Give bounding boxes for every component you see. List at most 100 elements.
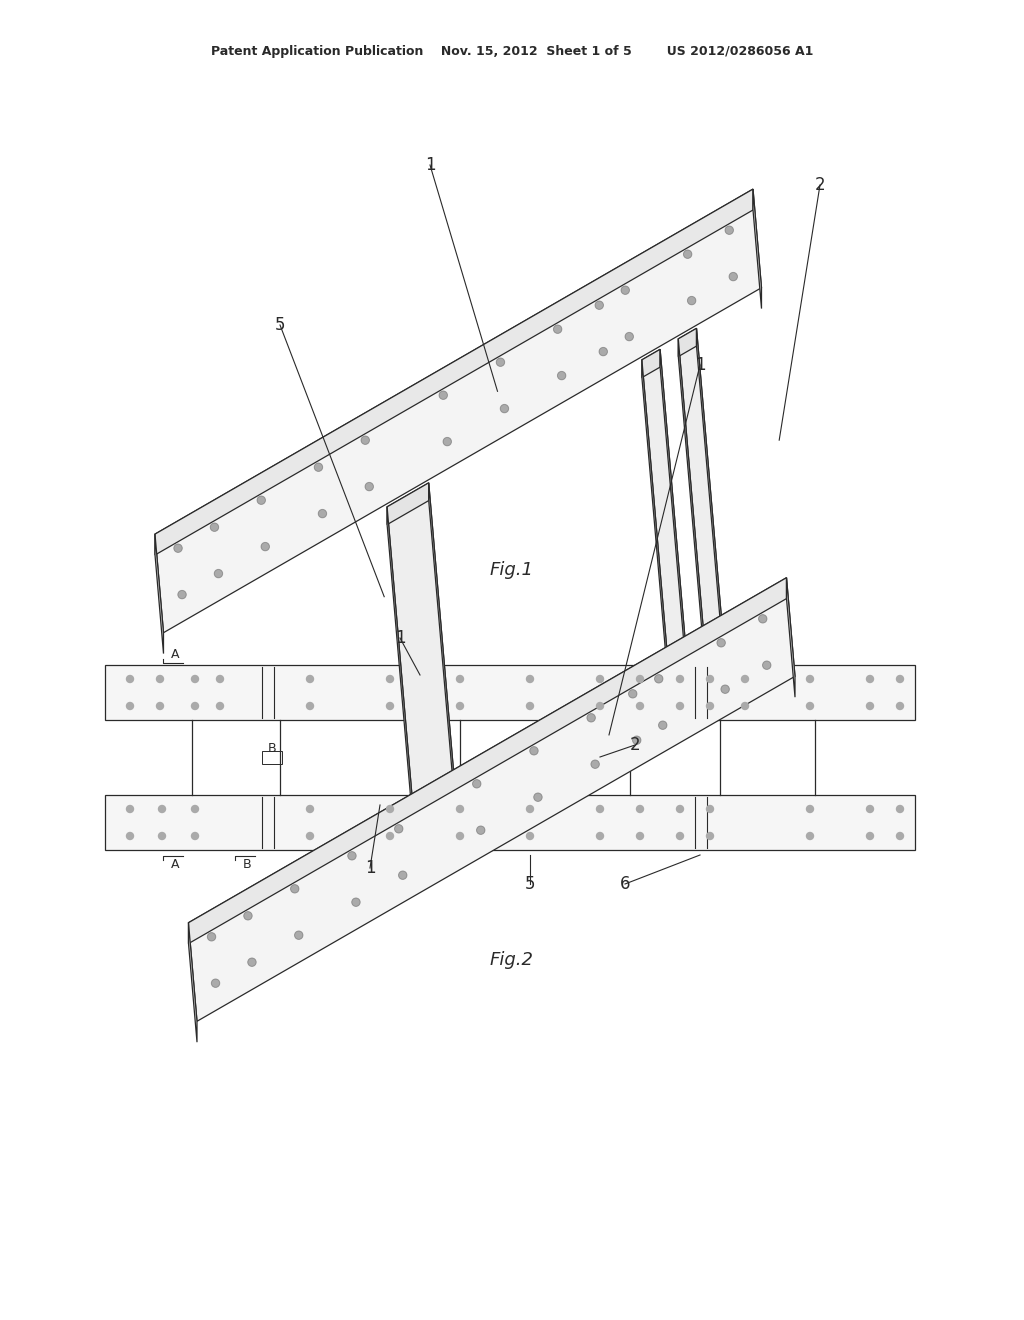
Circle shape xyxy=(759,615,767,623)
Bar xyxy=(262,751,282,764)
Circle shape xyxy=(741,676,749,682)
Circle shape xyxy=(318,510,327,517)
Circle shape xyxy=(866,702,873,710)
Circle shape xyxy=(443,438,452,446)
Circle shape xyxy=(457,676,464,682)
Circle shape xyxy=(896,833,903,840)
Circle shape xyxy=(626,333,633,341)
Circle shape xyxy=(622,286,630,294)
Circle shape xyxy=(866,833,873,840)
Circle shape xyxy=(558,372,565,380)
Circle shape xyxy=(244,912,252,920)
Polygon shape xyxy=(786,578,795,697)
Circle shape xyxy=(658,721,667,729)
Circle shape xyxy=(386,805,393,813)
Circle shape xyxy=(159,805,166,813)
Circle shape xyxy=(763,661,771,669)
Circle shape xyxy=(457,702,464,710)
Circle shape xyxy=(439,391,447,399)
Circle shape xyxy=(597,702,603,710)
Circle shape xyxy=(248,958,256,966)
Text: 1: 1 xyxy=(694,356,706,374)
Circle shape xyxy=(807,702,813,710)
Polygon shape xyxy=(387,507,412,814)
Circle shape xyxy=(707,805,714,813)
Circle shape xyxy=(306,676,313,682)
Circle shape xyxy=(526,833,534,840)
Circle shape xyxy=(526,702,534,710)
Polygon shape xyxy=(387,483,454,797)
Bar xyxy=(105,795,915,850)
Polygon shape xyxy=(387,483,429,524)
Circle shape xyxy=(386,676,393,682)
Circle shape xyxy=(866,676,873,682)
Circle shape xyxy=(211,523,218,531)
Polygon shape xyxy=(188,923,197,1043)
Circle shape xyxy=(866,805,873,813)
Polygon shape xyxy=(696,329,722,636)
Circle shape xyxy=(208,933,215,941)
Text: 1: 1 xyxy=(394,630,406,647)
Circle shape xyxy=(530,747,538,755)
Circle shape xyxy=(352,898,360,907)
Circle shape xyxy=(597,676,603,682)
Circle shape xyxy=(216,702,223,710)
Text: 6: 6 xyxy=(620,875,630,894)
Circle shape xyxy=(457,833,464,840)
Circle shape xyxy=(127,702,133,710)
Circle shape xyxy=(729,273,737,281)
Circle shape xyxy=(633,737,641,744)
Circle shape xyxy=(554,325,561,333)
Text: 2: 2 xyxy=(630,737,640,754)
Circle shape xyxy=(707,676,714,682)
Text: 2: 2 xyxy=(815,176,825,194)
Circle shape xyxy=(159,833,166,840)
Circle shape xyxy=(807,805,813,813)
Circle shape xyxy=(261,543,269,550)
Circle shape xyxy=(717,639,725,647)
Circle shape xyxy=(398,871,407,879)
Circle shape xyxy=(637,702,643,710)
Circle shape xyxy=(526,805,534,813)
Polygon shape xyxy=(188,578,795,1022)
Circle shape xyxy=(348,851,356,859)
Circle shape xyxy=(637,805,643,813)
Circle shape xyxy=(637,676,643,682)
Circle shape xyxy=(178,590,186,598)
Circle shape xyxy=(526,676,534,682)
Circle shape xyxy=(361,436,370,445)
Circle shape xyxy=(386,833,393,840)
Circle shape xyxy=(725,226,733,234)
Circle shape xyxy=(386,702,393,710)
Polygon shape xyxy=(678,329,722,628)
Circle shape xyxy=(127,676,133,682)
Circle shape xyxy=(501,405,509,413)
Text: 5: 5 xyxy=(274,315,286,334)
Circle shape xyxy=(157,676,164,682)
Circle shape xyxy=(807,676,813,682)
Circle shape xyxy=(216,676,223,682)
Circle shape xyxy=(896,702,903,710)
Circle shape xyxy=(654,675,663,682)
Polygon shape xyxy=(188,578,786,944)
Circle shape xyxy=(721,685,729,693)
Text: 1: 1 xyxy=(365,859,376,876)
Circle shape xyxy=(306,702,313,710)
Circle shape xyxy=(477,826,484,834)
Circle shape xyxy=(191,805,199,813)
Circle shape xyxy=(896,676,903,682)
Circle shape xyxy=(599,347,607,355)
Circle shape xyxy=(677,676,683,682)
Circle shape xyxy=(473,780,480,788)
Circle shape xyxy=(591,760,599,768)
Circle shape xyxy=(257,496,265,504)
Circle shape xyxy=(191,702,199,710)
Polygon shape xyxy=(429,483,454,791)
Circle shape xyxy=(366,483,374,491)
Circle shape xyxy=(629,690,637,698)
Text: 1: 1 xyxy=(425,156,435,174)
Circle shape xyxy=(157,702,164,710)
Circle shape xyxy=(684,251,691,259)
Polygon shape xyxy=(642,350,685,649)
Circle shape xyxy=(174,544,182,552)
